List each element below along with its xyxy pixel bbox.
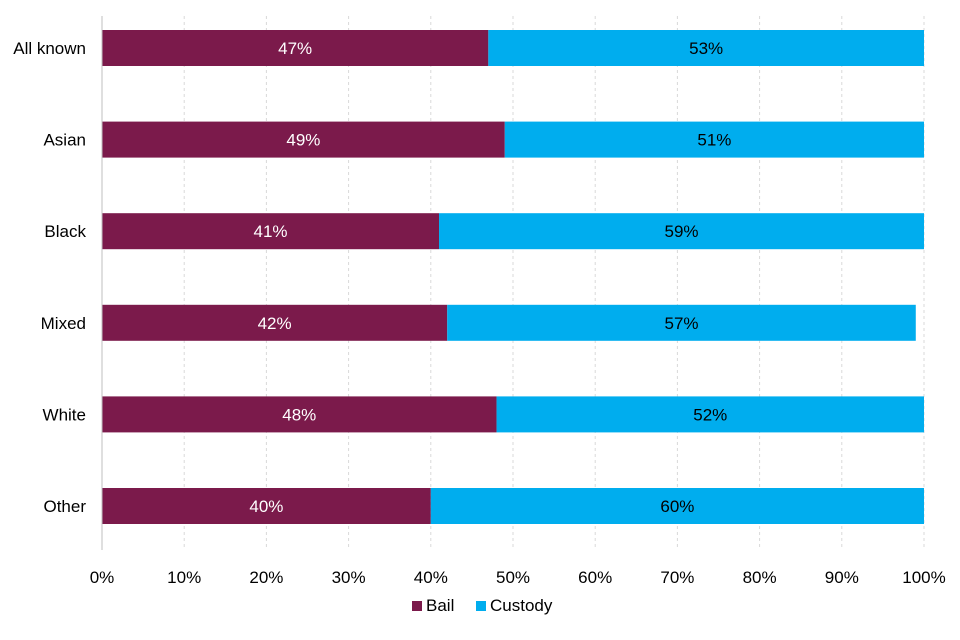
data-label-bail-black: 41% bbox=[253, 222, 287, 241]
x-tick-label-30: 30% bbox=[332, 568, 366, 587]
data-label-bail-asian: 49% bbox=[286, 131, 320, 150]
gridlines bbox=[183, 16, 925, 550]
data-label-bail-other: 40% bbox=[249, 497, 283, 516]
bar-custody-white bbox=[496, 396, 924, 433]
data-label-custody-other: 60% bbox=[660, 497, 694, 516]
bar-custody-other bbox=[430, 488, 924, 524]
axes: 0% 10% 20% 30% 40% 50% 60% 70% 80% 90% 100% All kno… bbox=[13, 16, 946, 587]
category-label-white: White bbox=[43, 405, 86, 424]
legend-label-custody: Custody bbox=[490, 596, 553, 615]
data-label-bail-white: 48% bbox=[282, 405, 316, 424]
data-label-bail-all-known: 47% bbox=[278, 39, 312, 58]
legend-swatch-custody bbox=[476, 601, 486, 611]
x-tick-label-20: 20% bbox=[249, 568, 283, 587]
bar-bail-black bbox=[102, 213, 440, 250]
x-tick-label-70: 70% bbox=[660, 568, 694, 587]
legend: Bail Custody bbox=[412, 596, 553, 615]
bar-custody-black bbox=[439, 213, 924, 250]
x-tick-label-10: 10% bbox=[167, 568, 201, 587]
category-label-black: Black bbox=[44, 222, 86, 241]
bar-custody-mixed bbox=[447, 304, 916, 341]
legend-label-bail: Bail bbox=[426, 596, 454, 615]
bar-bail-mixed bbox=[102, 304, 448, 341]
bar-custody-asian bbox=[504, 121, 924, 158]
x-tick-label-40: 40% bbox=[414, 568, 448, 587]
x-tick-label-80: 80% bbox=[743, 568, 777, 587]
bar-custody-all-known bbox=[488, 30, 924, 66]
data-label-custody-white: 52% bbox=[693, 405, 727, 424]
bar-bail-all-known bbox=[102, 30, 489, 66]
bars: 47% 53% 49% 51% 41% 59% 42% 57% 48% 52% 40% 60% bbox=[102, 30, 924, 524]
data-label-custody-black: 59% bbox=[664, 222, 698, 241]
x-tick-label-60: 60% bbox=[578, 568, 612, 587]
data-label-bail-mixed: 42% bbox=[258, 314, 292, 333]
data-label-custody-asian: 51% bbox=[697, 131, 731, 150]
bar-bail-white bbox=[102, 396, 497, 433]
category-label-mixed: Mixed bbox=[41, 314, 86, 333]
category-label-other: Other bbox=[43, 497, 86, 516]
category-label-all-known: All known bbox=[13, 39, 86, 58]
bar-bail-asian bbox=[102, 121, 505, 158]
data-label-custody-all-known: 53% bbox=[689, 39, 723, 58]
x-tick-label-0: 0% bbox=[90, 568, 115, 587]
x-tick-label-50: 50% bbox=[496, 568, 530, 587]
legend-swatch-bail bbox=[412, 601, 422, 611]
bar-bail-other bbox=[102, 488, 431, 524]
x-tick-label-90: 90% bbox=[825, 568, 859, 587]
data-label-custody-mixed: 57% bbox=[664, 314, 698, 333]
x-tick-label-100: 100% bbox=[902, 568, 945, 587]
category-label-asian: Asian bbox=[43, 131, 86, 150]
